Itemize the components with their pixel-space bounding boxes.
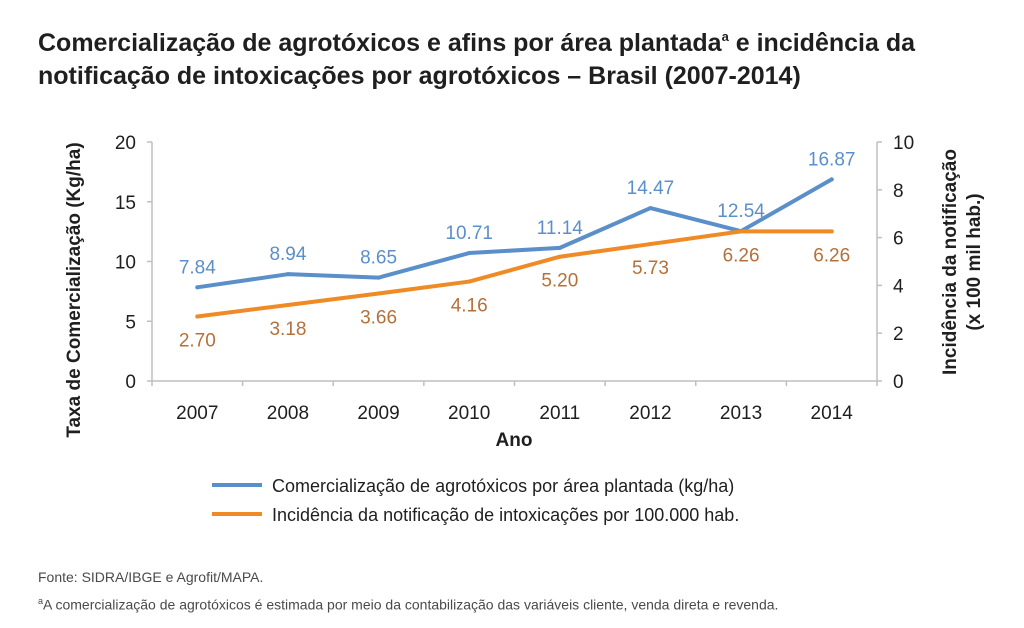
series-2-data-label-2007: 2.70 bbox=[179, 330, 216, 351]
series-2-data-label-2012: 5.73 bbox=[632, 258, 669, 279]
chart-title-superscript: a bbox=[721, 29, 729, 44]
series-2-point-2009 bbox=[376, 291, 381, 296]
y-right-tick-label-0: 0 bbox=[893, 372, 904, 393]
legend-label-series-1: Comercialização de agrotóxicos por área … bbox=[272, 476, 734, 496]
chart-title-line1: Comercialização de agrotóxicos e afins p… bbox=[38, 29, 722, 57]
series-1-data-label-2013: 12.54 bbox=[717, 201, 765, 222]
series-2-point-2012 bbox=[648, 242, 653, 247]
series-2-point-2010 bbox=[467, 279, 472, 284]
series-1-data-label-2012: 14.47 bbox=[627, 178, 675, 199]
series-line-2 bbox=[195, 229, 834, 319]
chart-title-line2: notificação de intoxicações por agrotóxi… bbox=[38, 62, 801, 90]
footer-note-superscript: a bbox=[38, 596, 44, 606]
x-tick-label-2009: 2009 bbox=[357, 403, 399, 424]
footer-note-text: A comercialização de agrotóxicos é estim… bbox=[43, 596, 779, 613]
series-line-1 bbox=[195, 177, 834, 290]
y-left-tick-label-0: 0 bbox=[125, 372, 136, 393]
series-2-data-label-2013: 6.26 bbox=[723, 245, 760, 266]
y-right-tick-label-6: 6 bbox=[893, 229, 904, 250]
y-left-tick-label-5: 5 bbox=[125, 312, 136, 333]
y-axis-right-title-line1: Incidência da notificação bbox=[940, 149, 961, 375]
series-2-point-2007 bbox=[195, 314, 200, 319]
series-1-data-label-2009: 8.65 bbox=[360, 248, 397, 269]
x-tick-label-2010: 2010 bbox=[448, 403, 490, 424]
series-1-point-2007 bbox=[195, 285, 200, 290]
axis-titles: Ano Taxa de Comercialização (Kg/ha) Inci… bbox=[64, 142, 985, 451]
x-tick-label-2013: 2013 bbox=[720, 403, 762, 424]
series-2-point-2011 bbox=[557, 254, 562, 259]
series-1-point-2008 bbox=[285, 272, 290, 277]
y-right-tick-label-4: 4 bbox=[893, 276, 904, 297]
y-left-tick-label-15: 15 bbox=[115, 193, 136, 214]
chart-axes: 0 5 10 15 20 0 2 4 6 8 10 2007 2008 2009 2010 2011 2012 2… bbox=[115, 133, 914, 424]
y-right-tick-label-8: 8 bbox=[893, 181, 904, 202]
data-labels: 7.84 8.94 8.65 10.71 11.14 14.47 12.54 16.87 2.7… bbox=[179, 149, 856, 351]
chart-title: Comercialização de agrotóxicos e afins p… bbox=[38, 20, 1018, 93]
series-lines bbox=[195, 177, 834, 319]
chart-legend: Comercialização de agrotóxicos por área … bbox=[212, 476, 739, 525]
series-1-data-label-2014: 16.87 bbox=[808, 149, 856, 170]
x-tick-label-2014: 2014 bbox=[811, 403, 854, 424]
series-1-point-2012 bbox=[648, 206, 653, 211]
footer-note: aA comercialização de agrotóxicos é esti… bbox=[38, 596, 778, 613]
series-1-data-label-2008: 8.94 bbox=[269, 244, 306, 265]
y-axis-left-title: Taxa de Comercialização (Kg/ha) bbox=[64, 142, 85, 437]
series-1-point-2011 bbox=[557, 245, 562, 250]
series-2-point-2013 bbox=[739, 229, 744, 234]
series-2-data-label-2008: 3.18 bbox=[269, 319, 306, 340]
series-2-point-2014 bbox=[829, 229, 834, 234]
series-2-data-label-2011: 5.20 bbox=[541, 271, 578, 292]
x-tick-label-2008: 2008 bbox=[267, 403, 309, 424]
x-tick-label-2011: 2011 bbox=[539, 403, 580, 424]
x-tick-label-2007: 2007 bbox=[176, 403, 218, 424]
y-axis-right-title-line2: (x 100 mil hab.) bbox=[964, 193, 985, 330]
series-1-point-2014 bbox=[829, 177, 834, 182]
y-right-tick-label-2: 2 bbox=[893, 324, 904, 345]
footer-source: Fonte: SIDRA/IBGE e Agrofit/MAPA. bbox=[38, 569, 264, 585]
series-1-data-label-2007: 7.84 bbox=[179, 257, 216, 278]
series-1-data-label-2010: 10.71 bbox=[445, 223, 493, 244]
series-2-point-2008 bbox=[285, 302, 290, 307]
series-2-data-label-2009: 3.66 bbox=[360, 308, 397, 329]
x-axis-title: Ano bbox=[496, 430, 533, 451]
y-right-tick-label-10: 10 bbox=[893, 133, 914, 154]
legend-label-series-2: Incidência da notificação de intoxicaçõe… bbox=[272, 505, 739, 525]
chart-title-line1-rest: e incidência da bbox=[728, 29, 915, 57]
series-2-data-label-2010: 4.16 bbox=[451, 296, 488, 317]
y-left-tick-label-20: 20 bbox=[115, 133, 136, 154]
x-tick-label-2012: 2012 bbox=[629, 403, 671, 424]
series-2-data-label-2014: 6.26 bbox=[813, 245, 850, 266]
series-1-data-label-2011: 11.14 bbox=[537, 218, 584, 239]
series-1-point-2010 bbox=[467, 251, 472, 256]
y-left-tick-label-10: 10 bbox=[115, 253, 136, 274]
series-1-point-2009 bbox=[376, 275, 381, 280]
